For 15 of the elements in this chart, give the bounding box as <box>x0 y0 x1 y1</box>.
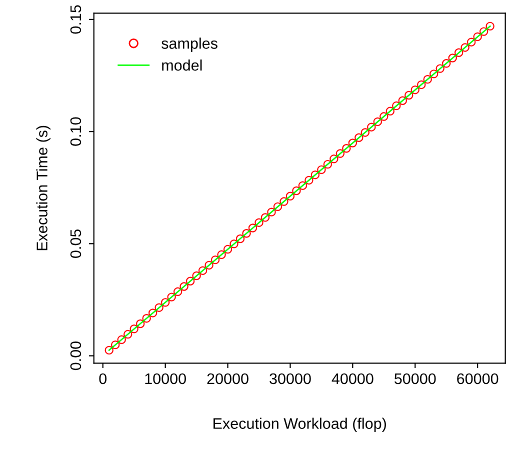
x-axis-title: Execution Workload (flop) <box>214 418 386 432</box>
y-axis-title: Execution Time (s) <box>36 126 50 250</box>
x-tick-label: 0 <box>99 373 107 384</box>
y-tick-label: 0.00 <box>70 342 82 370</box>
legend-label: model <box>162 59 202 71</box>
x-tick-label: 60000 <box>457 373 498 384</box>
legend-label: samples <box>162 38 218 52</box>
y-tick-label: 0.15 <box>70 5 82 34</box>
y-tick-label: 0.05 <box>70 229 82 258</box>
x-tick-label: 20000 <box>207 373 248 384</box>
x-tick-label: 40000 <box>332 373 374 384</box>
x-tick-label: 10000 <box>145 373 186 384</box>
x-tick-label: 50000 <box>394 373 436 384</box>
x-tick-label: 30000 <box>270 373 311 384</box>
y-tick-label: 0.10 <box>70 117 82 146</box>
